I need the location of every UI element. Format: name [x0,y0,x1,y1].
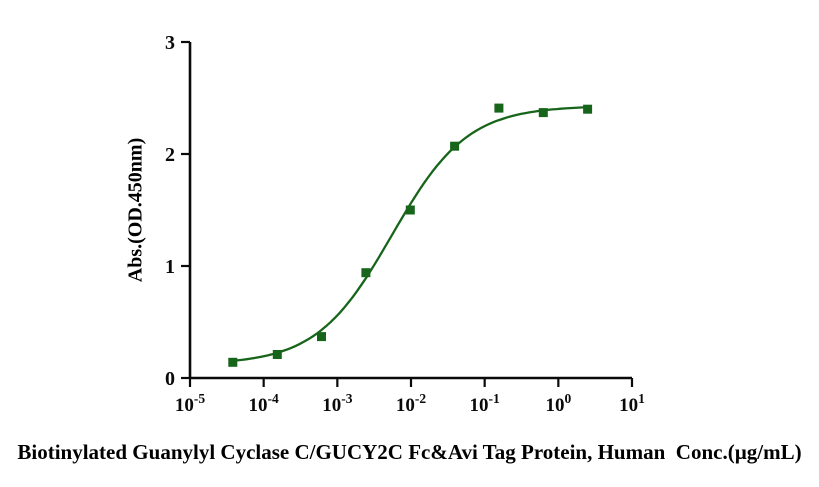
x-axis-title: Biotinylated Guanylyl Cyclase C/GUCY2C F… [17,440,802,464]
y-tick-label: 2 [165,144,175,166]
x-tick-label: 101 [619,391,645,416]
y-tick-label: 3 [165,32,175,54]
x-tick-label: 10-3 [322,391,352,416]
x-tick-label: 10-1 [470,391,500,416]
data-point [272,350,282,359]
y-tick-label: 1 [165,256,175,278]
x-tick-label: 10-5 [175,391,205,416]
y-axis-title: Abs.(OD.450nm) [124,137,147,283]
x-tick-label: 10-4 [249,391,279,416]
data-point [494,103,504,113]
data-point [583,104,593,114]
data-point [361,268,371,278]
x-tick-label: 100 [545,391,571,416]
fit-curve [232,106,588,362]
data-point [450,141,460,151]
data-point [538,108,548,118]
data-point [405,205,415,215]
x-tick-label: 10-2 [396,391,426,416]
y-tick-label: 0 [165,368,175,390]
data-point [317,332,326,342]
data-point [228,357,238,367]
